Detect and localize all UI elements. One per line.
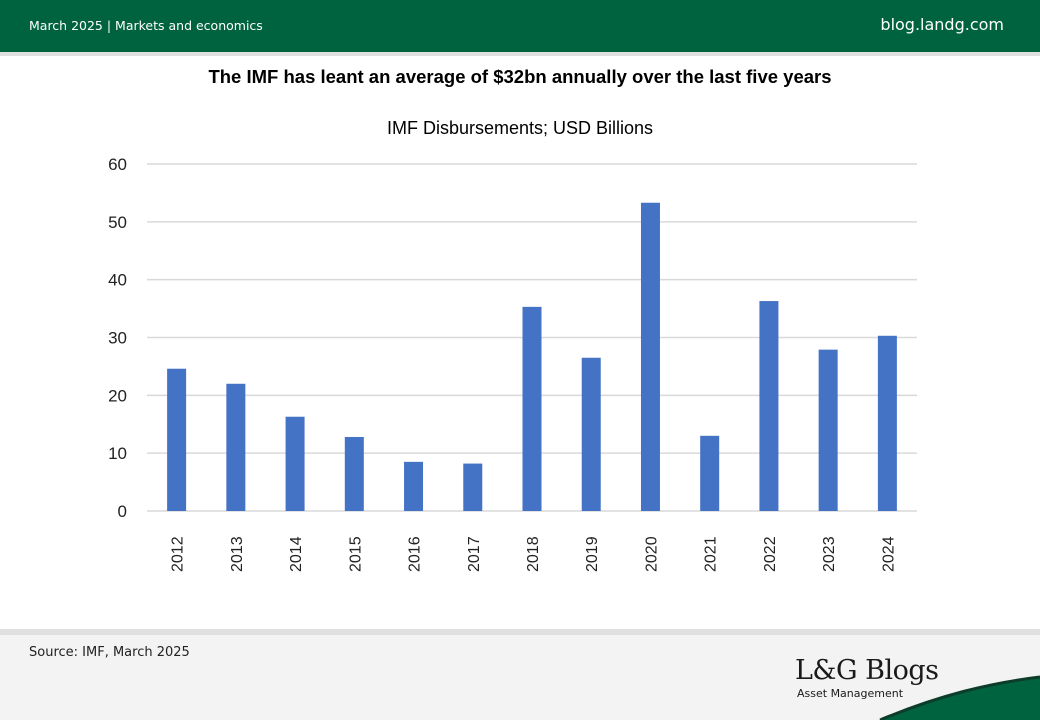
bar-2019	[581, 357, 601, 511]
bar-2018	[522, 306, 542, 511]
bar-2013	[226, 383, 246, 511]
x-tick-label: 2023	[821, 536, 838, 572]
bar-2022	[759, 301, 779, 511]
site-link[interactable]: blog.landg.com	[880, 15, 1004, 34]
x-tick-label: 2022	[762, 536, 779, 572]
y-tick-label: 30	[108, 329, 127, 348]
x-tick-label: 2019	[584, 536, 601, 572]
x-tick-label: 2021	[703, 536, 720, 572]
x-tick-label: 2015	[347, 536, 364, 572]
logo-subtitle: Asset Management	[797, 687, 904, 700]
x-tick-label: 2020	[643, 536, 660, 572]
y-tick-label: 20	[108, 386, 127, 405]
x-tick-label: 2017	[466, 536, 483, 572]
brand-swoosh-icon	[879, 675, 1040, 720]
chart-title: IMF Disbursements; USD Billions	[386, 118, 654, 138]
y-tick-label: 50	[108, 213, 127, 232]
date-category-label: March 2025 | Markets and economics	[29, 18, 263, 33]
x-tick-label: 2012	[170, 536, 187, 572]
header-divider	[0, 52, 1040, 56]
y-tick-label: 40	[108, 271, 127, 290]
bar-2023	[818, 349, 838, 511]
bar-2020	[640, 202, 660, 511]
source-note: Source: IMF, March 2025	[29, 645, 190, 660]
logo-title: L&G Blogs	[795, 655, 939, 686]
bar-2015	[344, 436, 364, 511]
x-tick-label: 2024	[880, 536, 897, 572]
y-tick-label: 0	[118, 502, 127, 521]
y-tick-label: 60	[108, 155, 127, 174]
footer: Source: IMF, March 2025 L&G Blogs Asset …	[0, 635, 1040, 720]
bar-2012	[167, 368, 187, 511]
bar-2021	[700, 435, 720, 511]
footer-divider	[0, 629, 1040, 635]
y-tick-label: 10	[108, 444, 127, 463]
headline: The IMF has leant an average of $32bn an…	[208, 66, 832, 87]
top-banner: March 2025 | Markets and economics blog.…	[0, 0, 1040, 52]
bar-chart: 0 10 20 30 40 50 60 2012 2013 2014 2015 2016 2017 201…	[108, 155, 917, 572]
x-tick-label: 2016	[407, 536, 424, 572]
x-tick-label: 2014	[288, 536, 305, 572]
bar-2014	[285, 416, 305, 511]
bar-2024	[877, 335, 897, 511]
x-tick-label: 2013	[229, 536, 246, 572]
x-tick-label: 2018	[525, 536, 542, 572]
bar-2016	[404, 461, 424, 511]
bar-2017	[463, 463, 483, 511]
